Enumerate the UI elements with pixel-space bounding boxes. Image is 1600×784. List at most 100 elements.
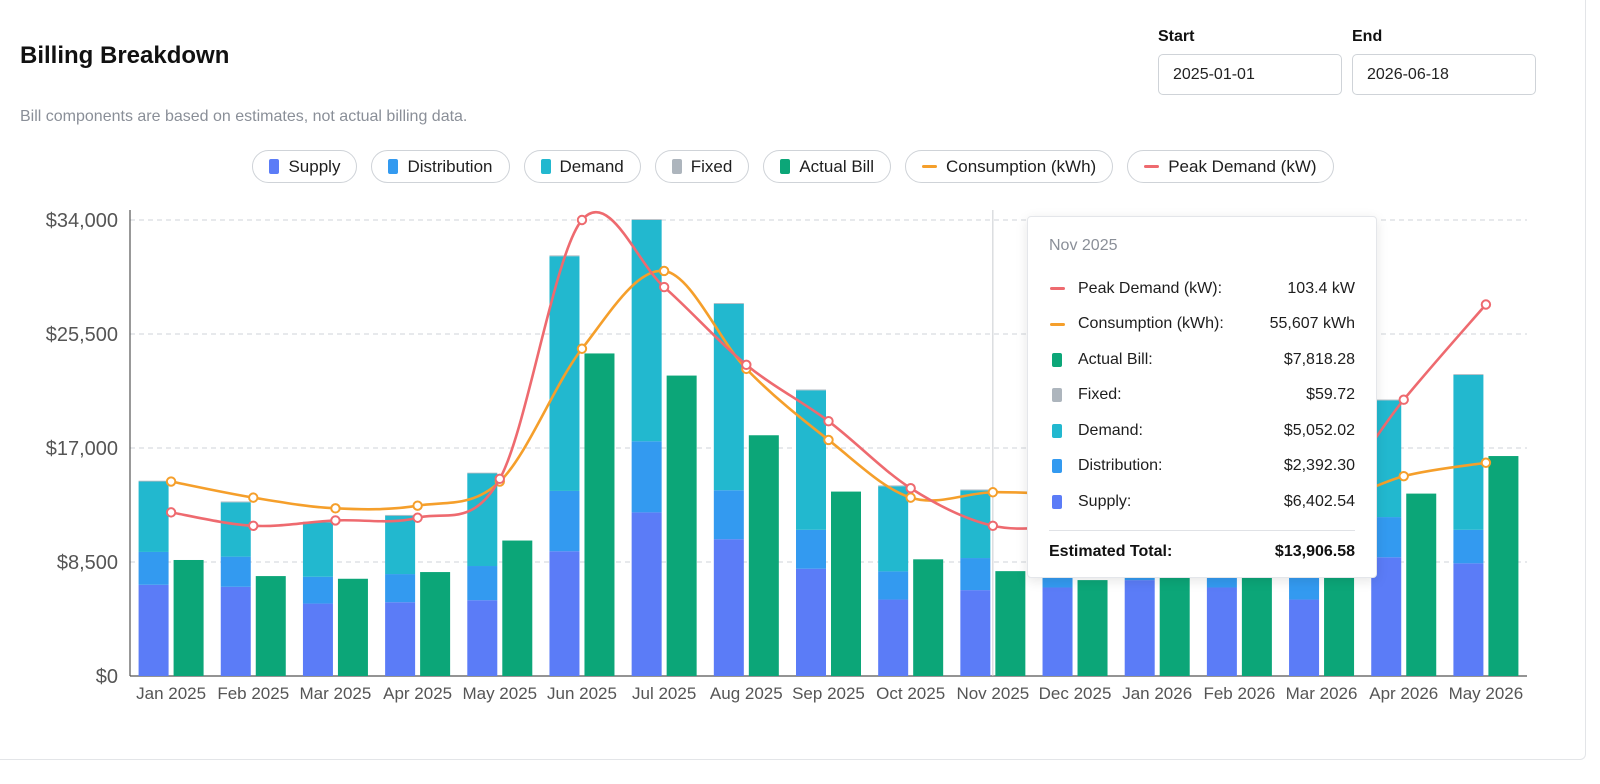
bar-actual-bill [255,576,286,676]
point-consumption-kwh [905,492,916,503]
point-peak-demand-kw [1480,299,1492,310]
legend-swatch-consumption-kwh [921,165,937,168]
legend-swatch-supply [269,159,280,174]
bar-distribution [138,551,169,585]
legend-item-peak-demand-kw[interactable]: Peak Demand (kW) [1127,150,1334,183]
point-peak-demand-kw [576,214,588,226]
point-peak-demand-kw [248,520,259,531]
legend-item-distribution[interactable]: Distribution [371,150,510,183]
point-consumption-kwh [576,343,588,354]
tooltip-row-value: $59.72 [1306,386,1355,404]
x-tick-label: Jul 2025 [632,684,696,703]
x-tick-label: May 2025 [462,684,537,703]
x-tick-label: Feb 2025 [217,684,289,703]
tooltip-row-consumption-kwh: Consumption (kWh): 55,607 kWh [1049,307,1355,343]
tooltip-row-label: Demand: [1078,421,1143,439]
x-tick-label: Oct 2025 [876,684,945,703]
bar-demand [796,390,826,530]
tooltip-divider [1049,529,1355,531]
legend-swatch-peak-demand-kw [1144,165,1160,168]
tooltip-row-label: Distribution: [1078,457,1163,475]
bar-actual-bill [913,559,944,676]
legend-item-actual-bill[interactable]: Actual Bill [763,150,891,183]
tooltip-row-supply: Supply: $6,402.54 [1049,484,1355,520]
bar-actual-bill [831,491,861,676]
bar-demand [302,522,333,577]
x-tick-label: Dec 2025 [1039,684,1112,703]
start-date-group: Start [1158,28,1342,95]
bar-distribution [631,441,662,513]
tooltip-total-row: Estimated Total: $13,906.58 [1049,537,1355,567]
tooltip-marker [1049,459,1065,474]
bar-demand [220,502,251,557]
bar-supply [1124,580,1155,676]
bar-demand [1453,374,1484,530]
bar-supply [960,590,991,676]
point-peak-demand-kw [494,473,505,485]
y-tick-label: $8,500 [57,552,118,574]
bar-supply [549,551,580,676]
bar-supply [138,584,169,676]
bar-distribution [878,571,909,600]
x-tick-label: Jun 2025 [547,684,617,703]
x-tick-label: Mar 2025 [300,684,372,703]
x-tick-label: May 2026 [1449,684,1524,703]
bar-supply [1371,557,1402,676]
point-consumption-kwh [330,503,341,514]
bar-supply [1289,599,1320,676]
bar-actual-bill [584,353,615,676]
bar-actual-bill [1406,493,1437,676]
point-consumption-kwh [1398,470,1409,482]
bar-fixed [960,489,991,491]
tooltip-row-label: Fixed: [1078,386,1122,404]
x-tick-label: Jan 2025 [136,684,206,703]
legend-item-fixed[interactable]: Fixed [654,150,750,183]
bar-demand [631,220,662,442]
x-tick-label: Nov 2025 [956,684,1029,703]
start-date-input[interactable] [1158,54,1342,95]
bar-actual-bill [173,559,204,676]
point-consumption-kwh [248,492,259,503]
bar-actual-bill [337,578,368,676]
tooltip-row-value: $6,402.54 [1283,492,1355,510]
legend-label: Peak Demand (kW) [1168,156,1317,176]
page-title: Billing Breakdown [20,42,230,69]
bar-distribution [796,529,826,569]
y-tick-label: $17,000 [46,438,118,460]
bar-supply [1453,563,1484,676]
x-tick-label: Feb 2026 [1203,684,1275,703]
point-peak-demand-kw [905,483,916,494]
tooltip-row-value: $2,392.30 [1283,457,1355,475]
tooltip-row-value: 103.4 kW [1287,279,1355,297]
point-peak-demand-kw [987,520,999,531]
tooltip-marker [1049,388,1065,403]
y-tick-label: $0 [96,666,118,688]
legend-item-supply[interactable]: Supply [252,150,358,183]
chart-tooltip: Nov 2025 Peak Demand (kW): 103.4 kW Consum… [1027,216,1377,578]
legend-label: Actual Bill [799,156,874,176]
bar-actual-bill [502,540,533,676]
legend-item-consumption-kwh[interactable]: Consumption (kWh) [904,150,1114,183]
estimate-disclaimer: Bill components are based on estimates, … [20,108,468,125]
bar-actual-bill [1159,567,1190,676]
tooltip-row-label: Supply: [1078,492,1132,510]
point-peak-demand-kw [412,512,423,523]
tooltip-marker [1049,352,1065,367]
bar-distribution [1453,529,1484,564]
point-peak-demand-kw [741,359,752,371]
y-tick-label: $34,000 [46,210,118,232]
tooltip-row-distribution: Distribution: $2,392.30 [1049,449,1355,485]
point-consumption-kwh [658,265,670,277]
tooltip-title: Nov 2025 [1049,237,1118,254]
bar-demand [138,481,169,552]
bar-fixed [631,219,662,220]
end-date-input[interactable] [1352,54,1536,95]
legend-item-demand[interactable]: Demand [523,150,641,183]
bar-distribution [385,574,416,603]
bar-actual-bill [420,572,451,676]
bar-fixed [1371,399,1402,401]
point-peak-demand-kw [1398,394,1409,405]
tooltip-marker [1049,494,1065,509]
point-consumption-kwh [823,434,834,446]
bar-fixed [385,514,416,516]
